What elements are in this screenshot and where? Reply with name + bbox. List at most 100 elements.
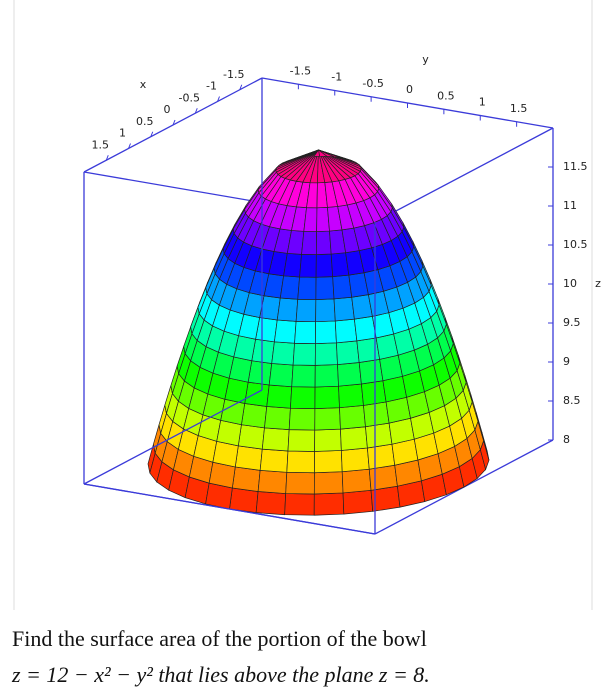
x-tick [128,143,131,149]
surface-face [286,450,315,474]
surface-face [338,383,364,409]
surface-face [266,384,293,409]
surface-face [231,466,261,492]
surface-face [332,274,353,300]
y-tick-label: -1 [331,71,342,84]
x-axis-label: x [140,78,147,91]
surface-face [237,424,265,450]
surface-face [303,207,318,232]
surface-face [285,471,315,495]
surface-face [339,405,366,430]
surface-face [255,491,287,516]
surface-face [365,422,393,449]
surface-face [314,385,340,409]
surface-face [268,363,294,388]
x-tick-label: 1 [119,127,126,140]
y-tick-label: -1.5 [290,64,311,77]
surface-face [315,298,336,323]
surface-face [301,230,317,255]
box-edge [83,483,376,535]
surface-face [313,492,345,516]
surface-face [315,320,337,344]
surface-face [234,445,263,471]
y-tick-label: 1 [479,96,486,109]
surface-face [356,337,381,363]
surface-face [261,427,290,452]
surface-face [336,340,360,365]
surface-face [291,364,316,388]
surface-face [341,468,372,494]
surface-face [314,428,342,452]
surface-face [259,448,289,473]
box-edge [83,389,263,485]
surface-face [367,443,396,470]
x-tick [150,131,154,137]
surface-face [288,407,316,431]
surface-face [314,364,339,388]
z-tick-label: 8.5 [563,394,581,407]
surface-face [334,318,358,344]
x-tick [194,108,198,114]
y-tick-label: 1.5 [510,102,528,115]
x-tick [172,119,176,126]
surface-face [257,469,288,494]
surface-face [313,471,344,495]
z-tick-label: 11 [563,199,577,212]
surface-face [276,297,299,322]
surface-face [295,298,317,323]
surface-face [333,296,355,322]
question-line-2: z = 12 − x² − y² that lies above the pla… [12,662,430,687]
z-tick-label: 10 [563,277,577,290]
surface-face [337,362,362,387]
x-tick-label: 0.5 [136,115,154,128]
x-tick-label: 1.5 [92,138,110,151]
z-tick-label: 9 [563,355,570,368]
surface-face [289,149,319,182]
surface-face [273,319,297,344]
box-edge [374,127,554,223]
surface-face [315,230,332,255]
surface-face [279,275,300,300]
question-line-1: Find the surface area of the portion of … [12,626,427,651]
y-axis-label: y [422,53,429,66]
surface-face [290,386,316,409]
surface-face [363,401,390,428]
z-tick-label: 11.5 [563,160,588,173]
x-tick [239,84,243,90]
chart: x y z 1.510.50-0.5-1-1.5 -1.5 -1 -0.5 0 0.5 1 1… [13,0,601,610]
surface-face [284,493,315,516]
x-tick [105,155,109,161]
surface-face [299,254,317,278]
surface-face [358,358,384,385]
x-tick-label: -1.5 [223,68,244,81]
y-tick-label: -0.5 [362,77,383,90]
surface-face [244,381,270,407]
surface-face [314,450,343,474]
surface-face [294,321,316,344]
x-tick-label: -1 [206,80,217,93]
surface-face [241,403,268,429]
surface-face [342,489,374,515]
surface-face [297,276,317,300]
surface-face [368,464,398,491]
surface-face [287,429,316,452]
y-tick-label: 0 [406,83,413,96]
surface-face [220,398,246,426]
surface-face [247,360,273,386]
x-tick [217,96,220,102]
surface-face [271,341,295,366]
y-tick-label: 0.5 [437,89,455,102]
x-tick-label: -0.5 [179,91,200,104]
surface-face [315,276,335,300]
z-tick-label: 10.5 [563,238,588,251]
surface-face [315,253,334,278]
x-tick-label: 0 [164,103,171,116]
surface-face [292,342,316,366]
surface-face [340,426,368,451]
surface-face [314,407,341,431]
surface-face [361,380,387,406]
surface-face [229,487,259,514]
z-tick-label: 9.5 [563,316,581,329]
surface-face [314,342,338,366]
